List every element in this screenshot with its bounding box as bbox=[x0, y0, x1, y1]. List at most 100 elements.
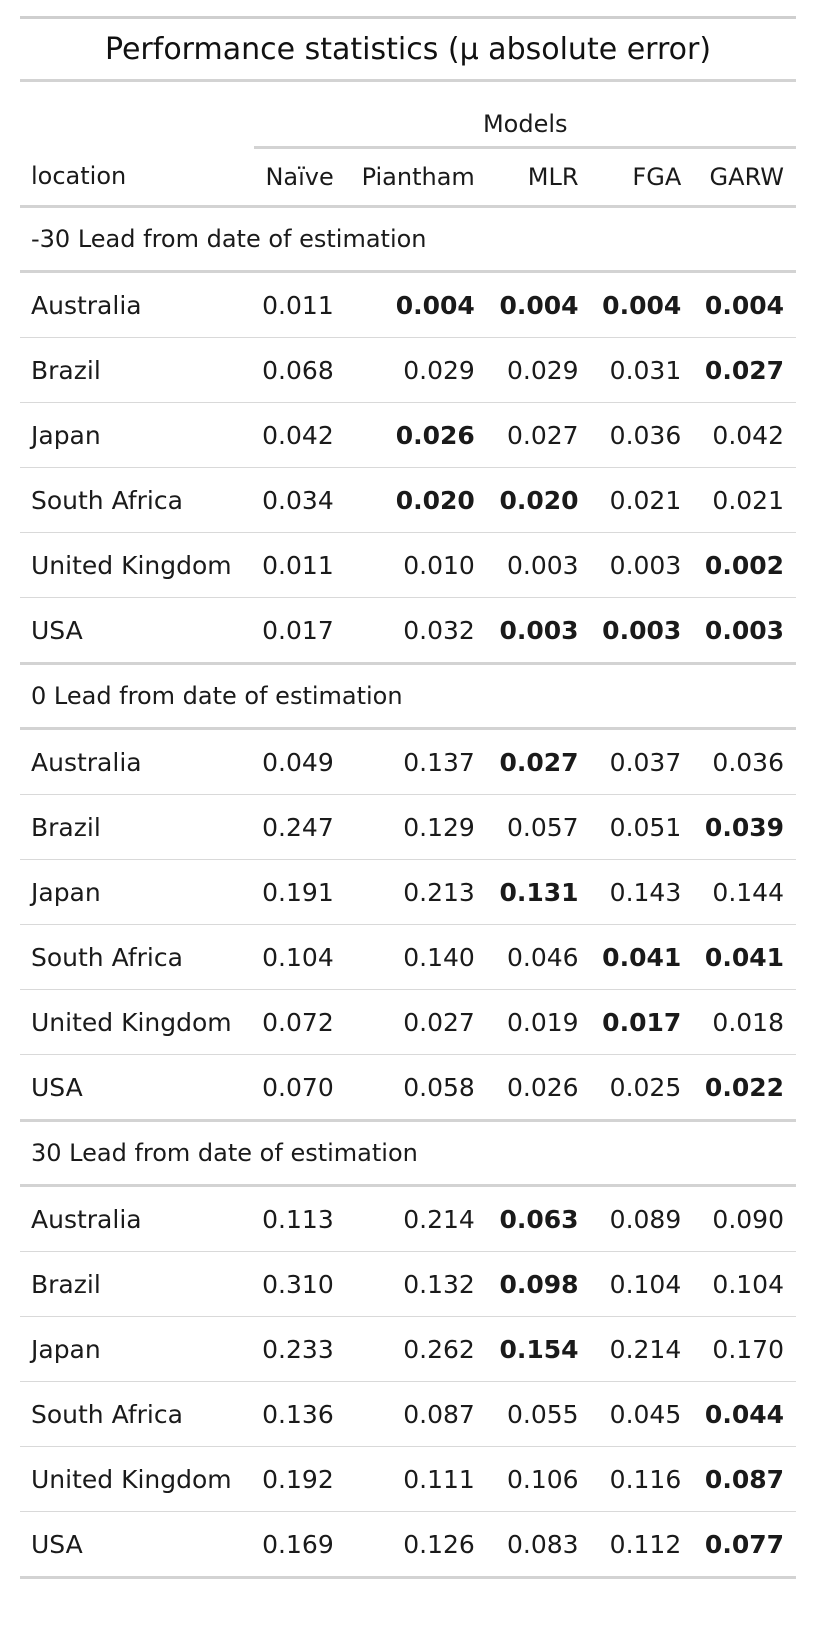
value-cell: 0.136 bbox=[254, 1381, 346, 1447]
column-header-fga: FGA bbox=[590, 147, 694, 208]
table-row: Japan 0.233 0.262 0.154 0.214 0.170 bbox=[20, 1316, 796, 1382]
table-row: Australia 0.113 0.214 0.063 0.089 0.090 bbox=[20, 1185, 796, 1252]
value-cell: 0.310 bbox=[254, 1251, 346, 1317]
value-cell: 0.213 bbox=[345, 859, 487, 925]
title-row: Performance statistics (μ absolute error… bbox=[20, 16, 796, 82]
table-title: Performance statistics (μ absolute error… bbox=[20, 16, 796, 82]
value-cell: 0.036 bbox=[590, 402, 694, 468]
value-cell: 0.045 bbox=[590, 1381, 694, 1447]
location-cell: Japan bbox=[20, 402, 255, 468]
spanner-row: Models bbox=[20, 80, 796, 149]
value-cell: 0.022 bbox=[693, 1054, 796, 1121]
location-cell: Australia bbox=[20, 271, 255, 338]
value-cell: 0.003 bbox=[486, 532, 591, 598]
value-cell: 0.025 bbox=[590, 1054, 694, 1121]
spanner-spacer bbox=[20, 81, 254, 148]
value-cell: 0.126 bbox=[345, 1511, 487, 1579]
performance-table: Performance statistics (μ absolute error… bbox=[20, 16, 796, 1579]
value-cell: 0.036 bbox=[693, 728, 796, 795]
column-header-mlr: MLR bbox=[486, 147, 591, 208]
value-cell: 0.034 bbox=[254, 467, 346, 533]
value-cell: 0.017 bbox=[590, 989, 694, 1055]
location-cell: USA bbox=[20, 1511, 255, 1579]
value-cell: 0.083 bbox=[486, 1511, 591, 1579]
table-row: United Kingdom 0.072 0.027 0.019 0.017 0.018 bbox=[20, 989, 796, 1055]
value-cell: 0.017 bbox=[254, 597, 346, 664]
value-cell: 0.046 bbox=[486, 924, 591, 990]
table-row: United Kingdom 0.192 0.111 0.106 0.116 0.087 bbox=[20, 1446, 796, 1512]
value-cell: 0.129 bbox=[345, 794, 487, 860]
group-label: 30 Lead from date of estimation bbox=[20, 1119, 796, 1187]
value-cell: 0.029 bbox=[345, 337, 487, 403]
value-cell: 0.027 bbox=[345, 989, 487, 1055]
value-cell: 0.068 bbox=[254, 337, 346, 403]
location-cell: USA bbox=[20, 1054, 255, 1121]
group-label: 0 Lead from date of estimation bbox=[20, 662, 796, 730]
value-cell: 0.089 bbox=[590, 1185, 694, 1252]
location-cell: United Kingdom bbox=[20, 1446, 255, 1512]
value-cell: 0.233 bbox=[254, 1316, 346, 1382]
value-cell: 0.104 bbox=[693, 1251, 796, 1317]
value-cell: 0.049 bbox=[254, 728, 346, 795]
column-header-naive: Naïve bbox=[254, 147, 346, 208]
value-cell: 0.020 bbox=[486, 467, 591, 533]
value-cell: 0.070 bbox=[254, 1054, 346, 1121]
value-cell: 0.072 bbox=[254, 989, 346, 1055]
value-cell: 0.087 bbox=[693, 1446, 796, 1512]
table-row: South Africa 0.136 0.087 0.055 0.045 0.044 bbox=[20, 1381, 796, 1447]
value-cell: 0.003 bbox=[590, 597, 694, 664]
group-row: 0 Lead from date of estimation bbox=[20, 662, 796, 730]
value-cell: 0.011 bbox=[254, 271, 346, 338]
location-cell: Brazil bbox=[20, 794, 255, 860]
value-cell: 0.144 bbox=[693, 859, 796, 925]
table-body: -30 Lead from date of estimation Australi… bbox=[20, 206, 796, 1579]
table-row: Australia 0.049 0.137 0.027 0.037 0.036 bbox=[20, 728, 796, 795]
value-cell: 0.055 bbox=[486, 1381, 591, 1447]
value-cell: 0.104 bbox=[254, 924, 346, 990]
value-cell: 0.027 bbox=[486, 402, 591, 468]
table-row: Japan 0.191 0.213 0.131 0.143 0.144 bbox=[20, 859, 796, 925]
value-cell: 0.011 bbox=[254, 532, 346, 598]
value-cell: 0.037 bbox=[590, 728, 694, 795]
value-cell: 0.041 bbox=[590, 924, 694, 990]
value-cell: 0.116 bbox=[590, 1446, 694, 1512]
value-cell: 0.026 bbox=[345, 402, 487, 468]
value-cell: 0.214 bbox=[345, 1185, 487, 1252]
value-cell: 0.111 bbox=[345, 1446, 487, 1512]
location-cell: South Africa bbox=[20, 1381, 255, 1447]
location-cell: United Kingdom bbox=[20, 532, 255, 598]
value-cell: 0.019 bbox=[486, 989, 591, 1055]
value-cell: 0.003 bbox=[693, 597, 796, 664]
location-cell: South Africa bbox=[20, 467, 255, 533]
value-cell: 0.170 bbox=[693, 1316, 796, 1382]
value-cell: 0.004 bbox=[590, 271, 694, 338]
value-cell: 0.192 bbox=[254, 1446, 346, 1512]
value-cell: 0.057 bbox=[486, 794, 591, 860]
column-header-location: location bbox=[20, 147, 255, 208]
value-cell: 0.098 bbox=[486, 1251, 591, 1317]
value-cell: 0.031 bbox=[590, 337, 694, 403]
value-cell: 0.021 bbox=[590, 467, 694, 533]
location-cell: Brazil bbox=[20, 337, 255, 403]
value-cell: 0.003 bbox=[486, 597, 591, 664]
value-cell: 0.004 bbox=[486, 271, 591, 338]
value-cell: 0.002 bbox=[693, 532, 796, 598]
value-cell: 0.106 bbox=[486, 1446, 591, 1512]
value-cell: 0.104 bbox=[590, 1251, 694, 1317]
location-cell: Australia bbox=[20, 1185, 255, 1252]
group-row: -30 Lead from date of estimation bbox=[20, 206, 796, 273]
value-cell: 0.131 bbox=[486, 859, 591, 925]
location-cell: Australia bbox=[20, 728, 255, 795]
value-cell: 0.143 bbox=[590, 859, 694, 925]
column-header-garw: GARW bbox=[693, 147, 796, 208]
group-label: -30 Lead from date of estimation bbox=[20, 206, 796, 273]
value-cell: 0.214 bbox=[590, 1316, 694, 1382]
value-cell: 0.020 bbox=[345, 467, 487, 533]
value-cell: 0.039 bbox=[693, 794, 796, 860]
value-cell: 0.113 bbox=[254, 1185, 346, 1252]
value-cell: 0.032 bbox=[345, 597, 487, 664]
models-spanner: Models bbox=[254, 80, 796, 149]
value-cell: 0.191 bbox=[254, 859, 346, 925]
value-cell: 0.026 bbox=[486, 1054, 591, 1121]
